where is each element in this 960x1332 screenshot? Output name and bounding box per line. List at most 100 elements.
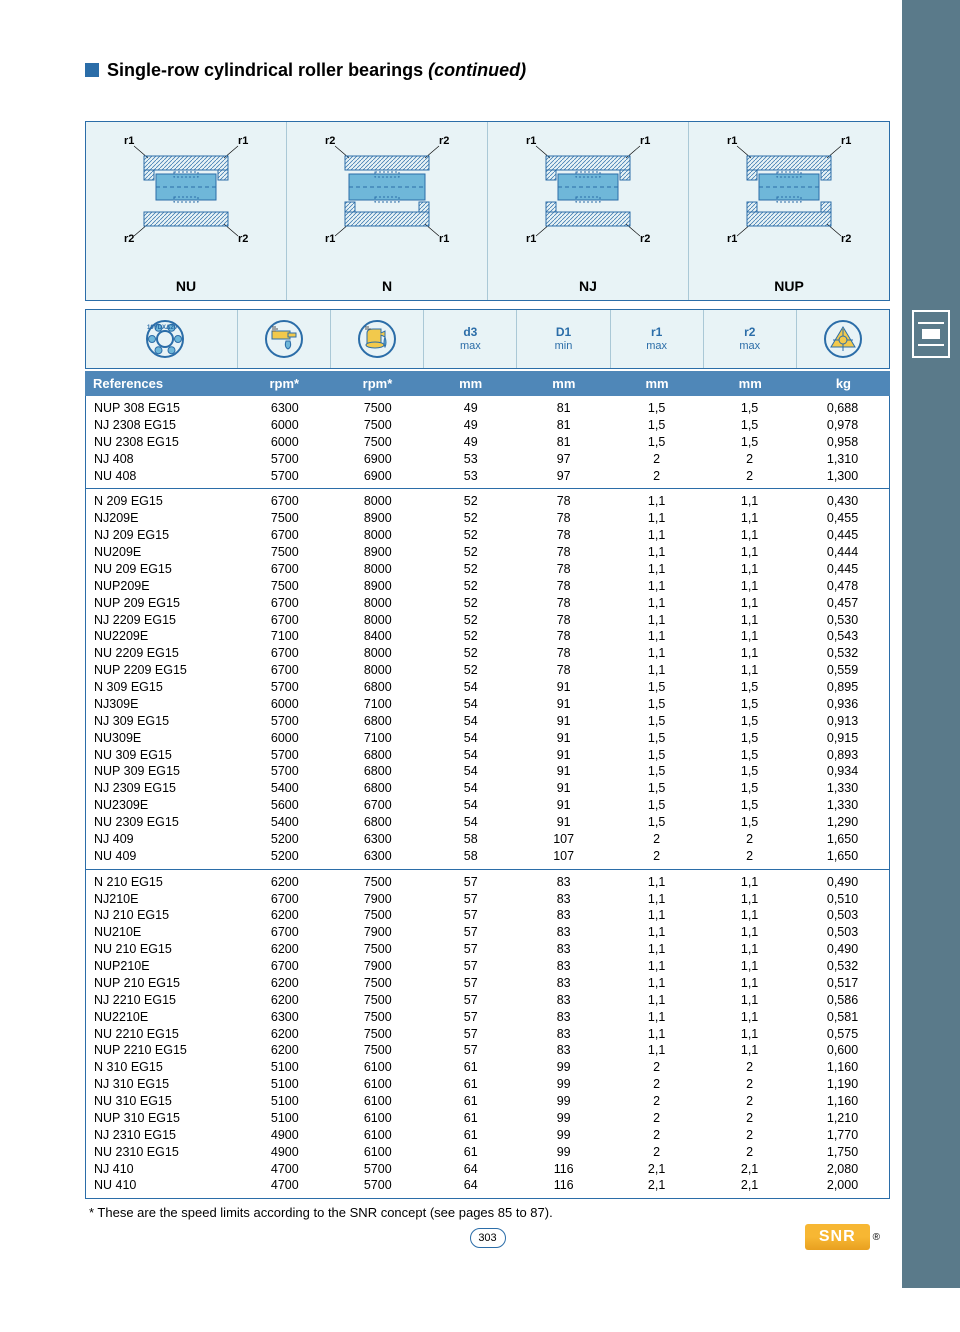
- value-cell: 7500: [331, 1026, 424, 1043]
- value-cell: 83: [517, 958, 610, 975]
- value-cell: 2: [703, 848, 796, 865]
- value-cell: 52: [424, 595, 517, 612]
- table-row: NUP210E6700790057831,11,10,532: [86, 958, 889, 975]
- reference-cell: NU2210E: [86, 1009, 238, 1026]
- column-header-row: Referencesrpm*rpm*mmmmmmmmkg: [85, 371, 890, 396]
- value-cell: 6300: [238, 400, 331, 417]
- value-cell: 1,5: [610, 747, 703, 764]
- value-cell: 57: [424, 1009, 517, 1026]
- value-cell: 5700: [238, 679, 331, 696]
- value-cell: 99: [517, 1076, 610, 1093]
- reference-cell: NU 209 EG15: [86, 561, 238, 578]
- value-cell: 57: [424, 992, 517, 1009]
- value-cell: 52: [424, 645, 517, 662]
- footnote: * These are the speed limits according t…: [85, 1205, 890, 1220]
- value-cell: 7900: [331, 924, 424, 941]
- value-cell: 1,1: [610, 662, 703, 679]
- value-cell: 0,510: [796, 891, 889, 908]
- value-cell: 6700: [238, 891, 331, 908]
- value-cell: 2: [610, 1076, 703, 1093]
- value-cell: 1,210: [796, 1110, 889, 1127]
- value-cell: 52: [424, 628, 517, 645]
- title-marker-icon: [85, 63, 99, 77]
- value-cell: 1,1: [703, 578, 796, 595]
- reference-cell: N 210 EG15: [86, 874, 238, 891]
- value-cell: 2: [703, 1093, 796, 1110]
- value-cell: 1,1: [610, 874, 703, 891]
- value-cell: 1,1: [610, 941, 703, 958]
- table-row: NJ 2209 EG156700800052781,11,10,530: [86, 612, 889, 629]
- diagram-label: NUP: [774, 278, 804, 294]
- value-cell: 83: [517, 1009, 610, 1026]
- value-cell: 6800: [331, 814, 424, 831]
- value-cell: 97: [517, 468, 610, 485]
- value-cell: 6300: [331, 848, 424, 865]
- value-cell: 57: [424, 874, 517, 891]
- value-cell: 0,586: [796, 992, 889, 1009]
- value-cell: 54: [424, 797, 517, 814]
- table-row: NU2309E5600670054911,51,51,330: [86, 797, 889, 814]
- value-cell: 6200: [238, 874, 331, 891]
- value-cell: 6800: [331, 747, 424, 764]
- value-cell: 1,5: [703, 417, 796, 434]
- value-cell: 0,913: [796, 713, 889, 730]
- svg-text:r2: r2: [238, 233, 248, 245]
- value-cell: 83: [517, 891, 610, 908]
- value-cell: 83: [517, 1042, 610, 1059]
- value-cell: 1,1: [610, 612, 703, 629]
- value-cell: 2: [610, 1093, 703, 1110]
- value-cell: 7900: [331, 958, 424, 975]
- reference-cell: NJ 310 EG15: [86, 1076, 238, 1093]
- value-cell: 1,1: [610, 891, 703, 908]
- value-cell: 4700: [238, 1161, 331, 1178]
- value-cell: 8900: [331, 510, 424, 527]
- reference-cell: NU 210 EG15: [86, 941, 238, 958]
- table-row: NJ 2309 EG155400680054911,51,51,330: [86, 780, 889, 797]
- value-cell: 0,490: [796, 941, 889, 958]
- value-cell: 4700: [238, 1177, 331, 1194]
- value-cell: 7500: [331, 434, 424, 451]
- table-row: NU 210 EG156200750057831,11,10,490: [86, 941, 889, 958]
- value-cell: 6200: [238, 992, 331, 1009]
- value-cell: 6100: [331, 1059, 424, 1076]
- value-cell: 1,5: [610, 713, 703, 730]
- value-cell: 64: [424, 1177, 517, 1194]
- value-cell: 8000: [331, 561, 424, 578]
- reference-cell: NJ 2310 EG15: [86, 1127, 238, 1144]
- column-header: mm: [610, 371, 703, 396]
- value-cell: 0,503: [796, 907, 889, 924]
- value-cell: 0,934: [796, 763, 889, 780]
- reference-cell: NJ 2209 EG15: [86, 612, 238, 629]
- value-cell: 0,517: [796, 975, 889, 992]
- table-row: NU309E6000710054911,51,50,915: [86, 730, 889, 747]
- value-cell: 0,530: [796, 612, 889, 629]
- value-cell: 1,5: [610, 797, 703, 814]
- bearing-diagram-nu: r1r1r2r2NU: [86, 122, 287, 300]
- value-cell: 0,581: [796, 1009, 889, 1026]
- value-cell: 8000: [331, 493, 424, 510]
- table-row: NU2209E7100840052781,11,10,543: [86, 628, 889, 645]
- value-cell: 8400: [331, 628, 424, 645]
- value-cell: 2: [703, 468, 796, 485]
- value-cell: 5700: [238, 451, 331, 468]
- value-cell: 64: [424, 1161, 517, 1178]
- value-cell: 61: [424, 1110, 517, 1127]
- value-cell: 7500: [331, 417, 424, 434]
- value-cell: 5700: [331, 1177, 424, 1194]
- value-cell: 6300: [331, 831, 424, 848]
- data-group-2: N 210 EG156200750057831,11,10,490NJ210E6…: [86, 870, 889, 1199]
- reference-cell: NU 2308 EG15: [86, 434, 238, 451]
- table-row: NJ 210 EG156200750057831,11,10,503: [86, 907, 889, 924]
- value-cell: 1,1: [703, 510, 796, 527]
- value-cell: 0,559: [796, 662, 889, 679]
- value-cell: 1,5: [610, 696, 703, 713]
- value-cell: 5400: [238, 814, 331, 831]
- value-cell: 6700: [238, 493, 331, 510]
- reference-cell: NU309E: [86, 730, 238, 747]
- value-cell: 83: [517, 975, 610, 992]
- value-cell: 2,1: [703, 1177, 796, 1194]
- svg-text:r1: r1: [841, 135, 851, 147]
- value-cell: 0,445: [796, 527, 889, 544]
- reference-cell: NJ 408: [86, 451, 238, 468]
- value-cell: 5200: [238, 831, 331, 848]
